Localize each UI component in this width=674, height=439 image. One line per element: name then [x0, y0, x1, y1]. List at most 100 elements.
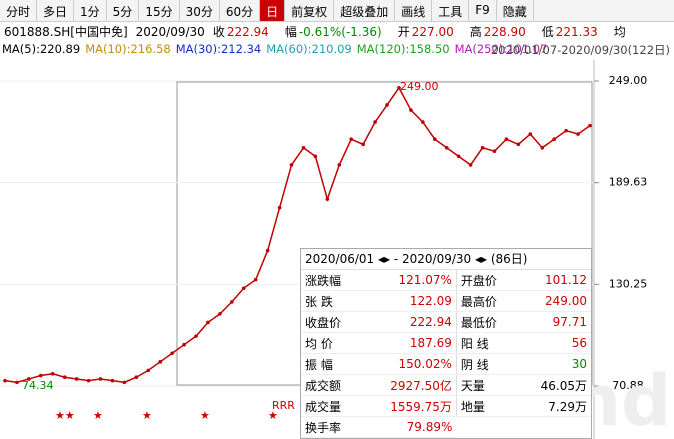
stat-label: 地量 [455, 395, 517, 417]
stat-value: 56 [516, 332, 591, 354]
toolbar-button[interactable]: 多日 [37, 0, 75, 21]
stats-row: 收盘价 222.94 最低价 97.71 [301, 311, 591, 333]
price-point [588, 123, 592, 128]
price-point [564, 128, 568, 133]
y-tick-label: 189.63 [609, 176, 648, 189]
ma-label: MA(120):158.50 [356, 42, 450, 56]
stat-value: 187.69 [360, 332, 457, 354]
info-label: 高 [469, 25, 482, 39]
info-value: 228.90 [483, 25, 526, 39]
stat-label: 振 幅 [301, 353, 361, 375]
toolbar-button[interactable]: 1分 [74, 0, 107, 21]
stats-row: 成交量 1559.75万 地量 7.29万 [301, 395, 591, 417]
price-point [122, 380, 127, 385]
price-point [289, 163, 294, 167]
stat-value: 122.09 [360, 290, 457, 312]
stats-row: 涨跌幅 121.07% 开盘价 101.12 [301, 270, 591, 291]
price-point [194, 334, 198, 338]
ma-label: MA(250):101.07 [454, 42, 548, 56]
price-point [540, 145, 545, 150]
price-point [576, 132, 580, 136]
price-point [158, 360, 163, 364]
info-field: 低 221.33 [542, 25, 606, 39]
toolbar-button[interactable]: 工具 [432, 0, 470, 21]
price-point [170, 351, 174, 356]
toolbar-button[interactable]: 前复权 [285, 0, 335, 21]
stat-value: 222.94 [360, 311, 457, 333]
ma-label: MA(60):210.09 [266, 42, 352, 56]
stat-label: 最高价 [455, 290, 517, 312]
stat-label: 均 价 [301, 332, 361, 354]
price-point [552, 137, 556, 142]
toolbar-button[interactable]: 60分 [220, 0, 261, 21]
price-point [27, 377, 31, 381]
stat-value: 249.00 [516, 290, 591, 312]
stat-label: 涨跌幅 [301, 270, 361, 291]
price-point [301, 145, 306, 150]
price-point [50, 372, 55, 376]
stat-label: 成交额 [301, 374, 361, 396]
price-point [86, 378, 91, 383]
price-point [325, 197, 330, 201]
stats-row: 换手率 79.89% [301, 416, 591, 438]
svg-text:★: ★ [93, 409, 103, 422]
svg-text:★: ★ [200, 409, 210, 422]
price-point [421, 120, 425, 124]
info-field: 开 227.00 [398, 25, 462, 39]
price-point [230, 300, 234, 304]
info-bar: 601888.SH[中国中免] 2020/09/30 收 222.94 幅 -0.61%(… [4, 23, 644, 40]
y-tick-label: 249.00 [609, 74, 648, 87]
price-point [241, 286, 246, 290]
toolbar-button[interactable]: 5分 [107, 0, 140, 21]
info-value: 222.94 [226, 25, 269, 39]
price-point [516, 142, 521, 147]
price-line [4, 86, 591, 384]
price-point [206, 320, 210, 325]
stats-row: 成交额 2927.50亿 天量 46.05万 [301, 374, 591, 396]
toolbar-button[interactable]: 日 [260, 0, 286, 21]
stats-row: 振 幅 150.02% 阴 线 30 [301, 353, 591, 375]
svg-text:★: ★ [142, 409, 152, 422]
stats-row: 均 价 187.69 阳 线 56 [301, 332, 591, 354]
stats-header: 2020/06/01 ◂▸ - 2020/09/30 ◂▸ (86日) [301, 249, 591, 270]
price-point [218, 312, 222, 316]
toolbar-button[interactable]: 超级叠加 [334, 0, 396, 21]
toolbar-button[interactable]: 画线 [395, 0, 433, 21]
price-point [253, 277, 258, 282]
ma-legend: MA(5):220.89 MA(10):216.58 MA(30):212.34 MA… [2, 42, 552, 56]
info-label: 低 [541, 25, 554, 39]
stat-label: 收盘价 [301, 311, 361, 333]
toolbar: 分时 多日 1分 5分 15分 30分 60分日前复权 超级叠加 画线 工具 F9 隐藏 [0, 0, 674, 22]
info-field: 收 222.94 [213, 25, 277, 39]
stat-label: 天量 [455, 374, 517, 396]
stat-value: 121.07% [360, 270, 457, 291]
info-value: -0.61%(-1.36) [298, 25, 382, 39]
price-point [480, 145, 485, 150]
ma-label: MA(10):216.58 [85, 42, 171, 56]
price-point [182, 342, 186, 347]
price-point [337, 163, 342, 167]
price-point [385, 103, 389, 107]
stat-value: 46.05万 [516, 374, 591, 396]
svg-text:★★: ★★ [55, 409, 75, 422]
price-point [432, 137, 437, 142]
info-value: 221.33 [555, 25, 598, 39]
stat-label: 成交量 [301, 395, 361, 417]
y-tick-label: 70.88 [612, 379, 644, 392]
toolbar-button[interactable]: F9 [469, 0, 497, 21]
price-point [373, 120, 377, 124]
info-field: 均 [614, 25, 636, 39]
info-label: 均 [613, 25, 626, 39]
toolbar-button[interactable]: 分时 [0, 0, 38, 21]
toolbar-button[interactable]: 30分 [180, 0, 220, 21]
toolbar-button[interactable]: 15分 [139, 0, 180, 21]
price-point [62, 375, 67, 380]
price-chart: ★★ ★ ★ ★ ★ 249.00189.63130.2570.88249.0074.3… [0, 60, 648, 439]
price-point [456, 154, 461, 159]
toolbar-button[interactable]: 隐藏 [497, 0, 534, 21]
stats-panel: 2020/06/01 ◂▸ - 2020/09/30 ◂▸ (86日) 涨跌幅 1… [300, 248, 592, 439]
price-point [528, 132, 533, 136]
price-point [313, 154, 318, 159]
stat-value: 1559.75万 [360, 395, 457, 417]
price-point [504, 137, 509, 142]
